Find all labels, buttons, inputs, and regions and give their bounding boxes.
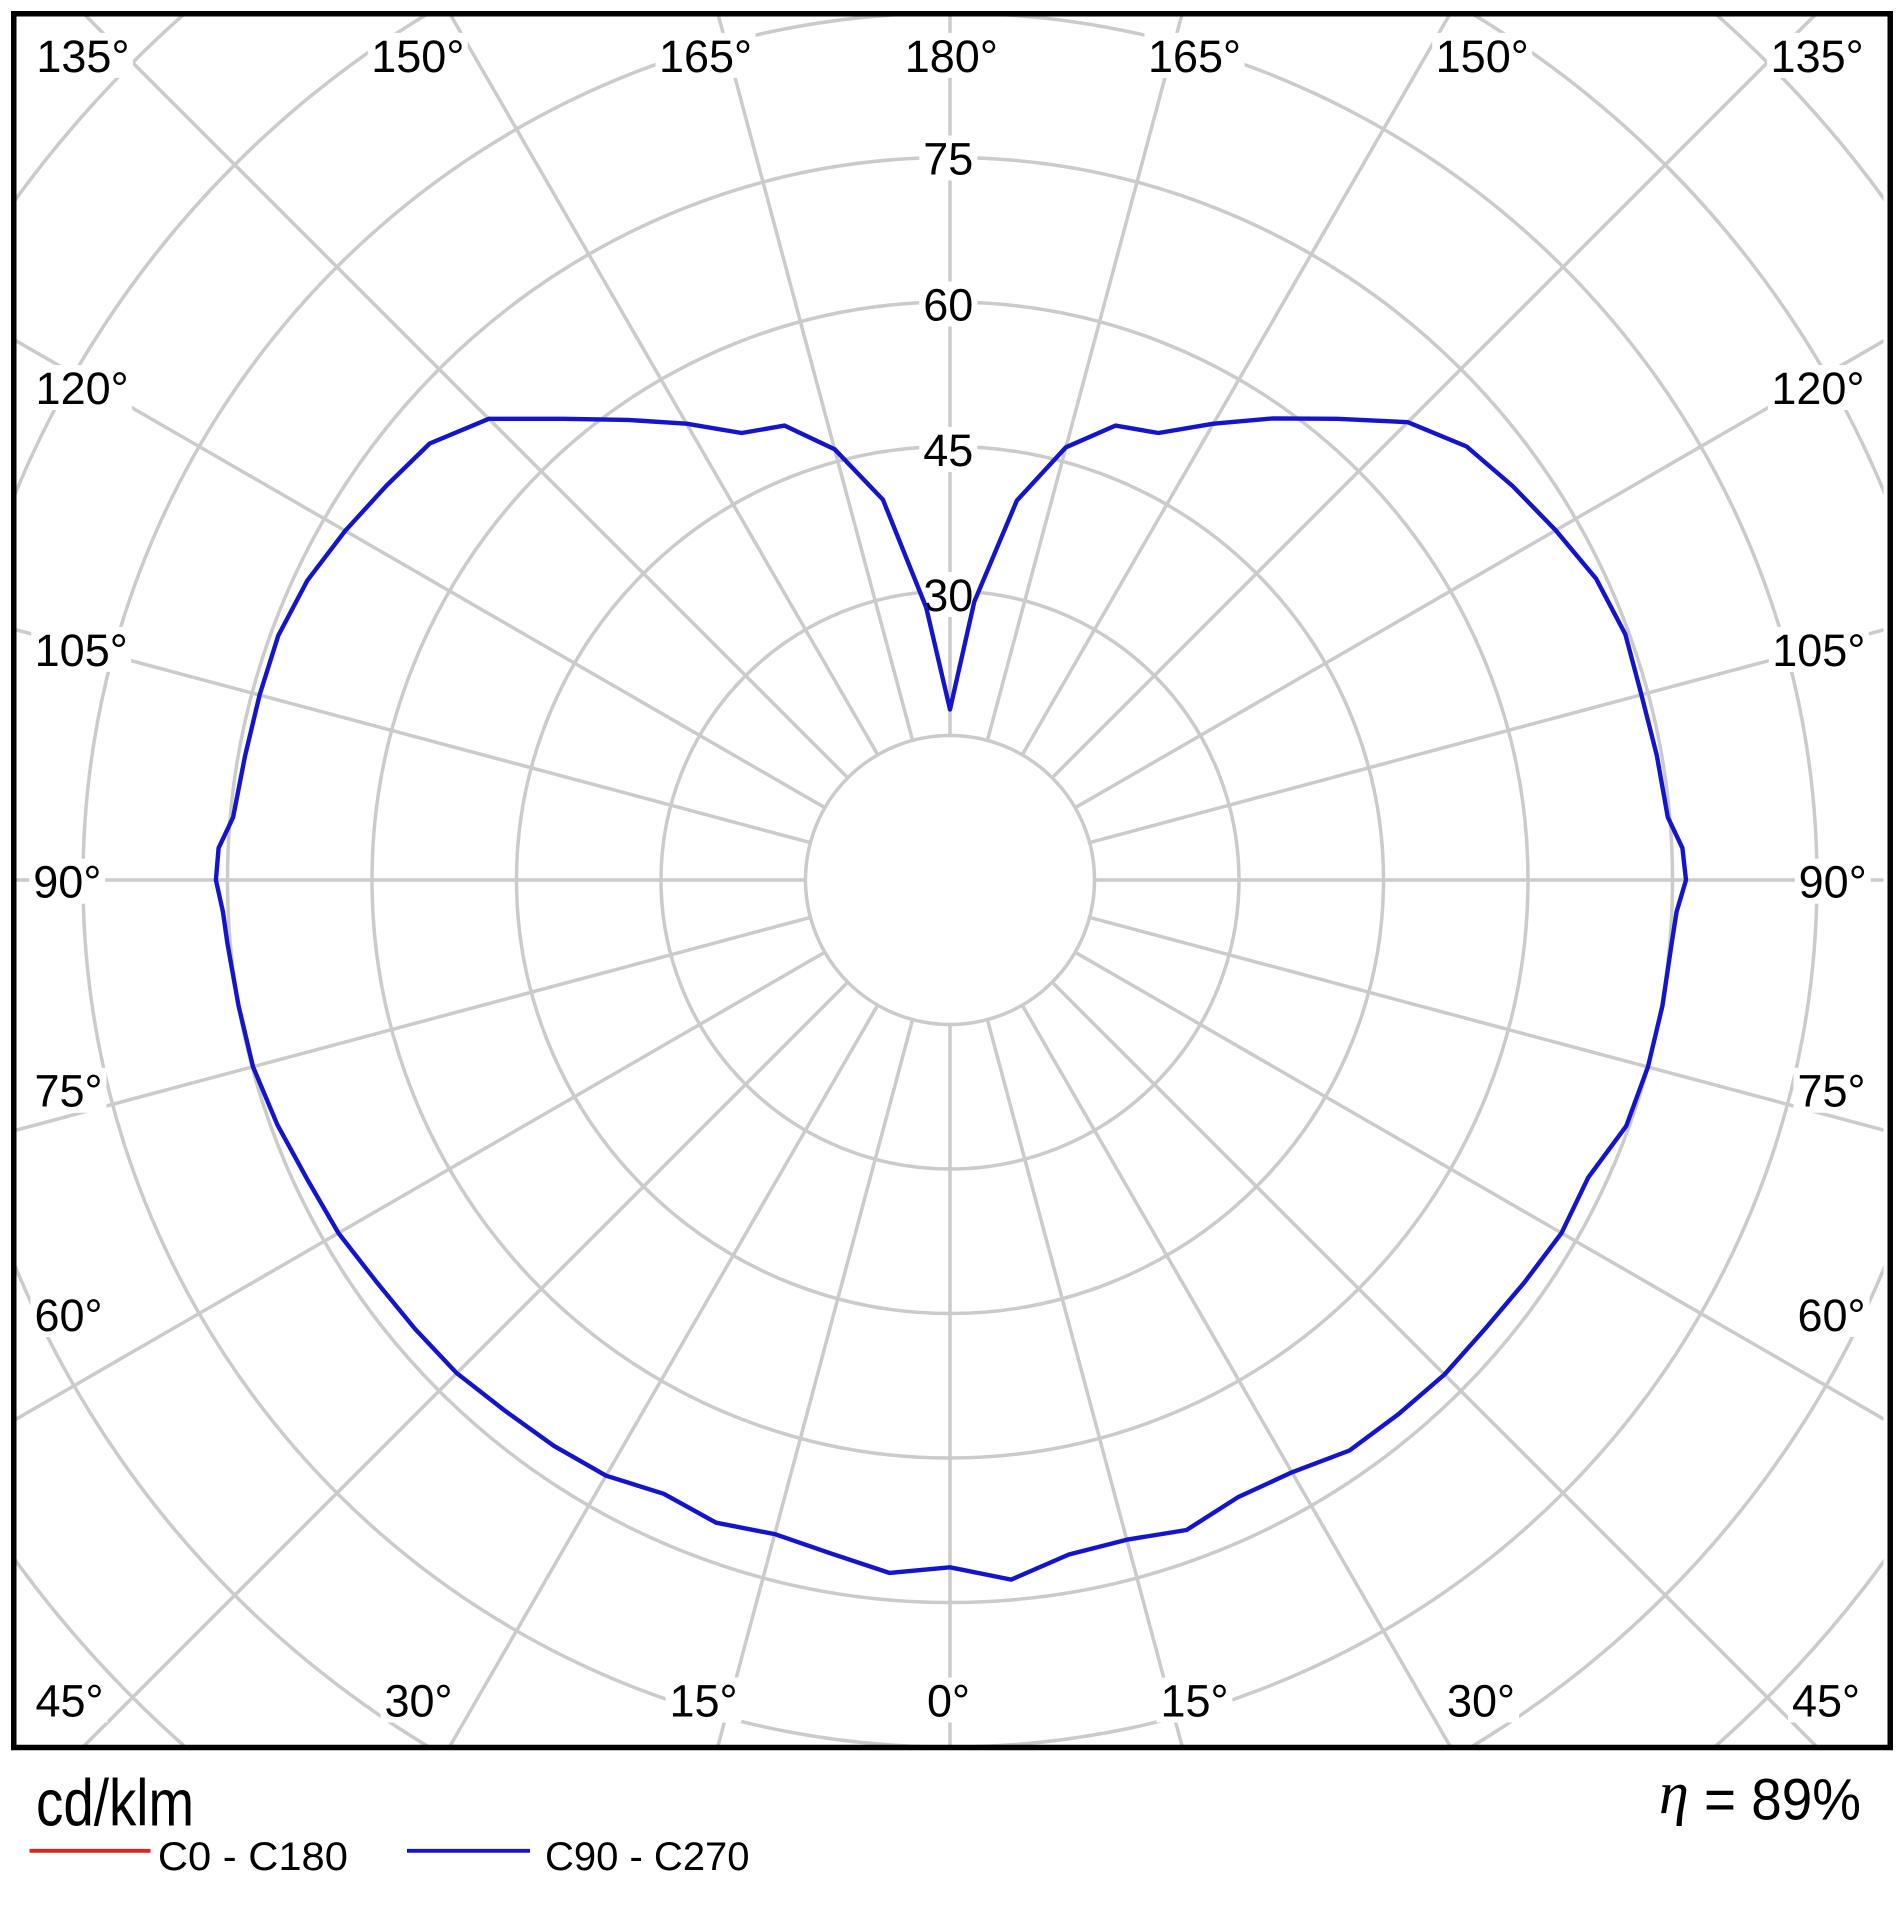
svg-text:C0 - C180: C0 - C180 bbox=[158, 1835, 348, 1879]
svg-text:30°: 30° bbox=[1447, 1675, 1515, 1726]
svg-text:45°: 45° bbox=[35, 1675, 103, 1726]
svg-text:15°: 15° bbox=[669, 1675, 737, 1726]
svg-text:105°: 105° bbox=[35, 625, 128, 676]
svg-text:165°: 165° bbox=[659, 31, 752, 82]
svg-text:90°: 90° bbox=[1799, 857, 1867, 908]
svg-text:150°: 150° bbox=[371, 31, 464, 82]
svg-text:0°: 0° bbox=[927, 1675, 970, 1726]
svg-text:120°: 120° bbox=[1771, 363, 1864, 414]
svg-text:C90 - C270: C90 - C270 bbox=[545, 1835, 750, 1879]
svg-text:135°: 135° bbox=[1771, 31, 1864, 82]
svg-text:75°: 75° bbox=[34, 1066, 102, 1117]
svg-text:η: η bbox=[1659, 1760, 1689, 1826]
svg-text:cd/klm: cd/klm bbox=[36, 1766, 194, 1840]
svg-text:60: 60 bbox=[923, 279, 973, 330]
svg-text:15°: 15° bbox=[1160, 1675, 1228, 1726]
svg-text:75°: 75° bbox=[1797, 1066, 1865, 1117]
svg-text:165°: 165° bbox=[1148, 31, 1241, 82]
svg-text:120°: 120° bbox=[36, 363, 129, 414]
svg-text:60°: 60° bbox=[1797, 1290, 1865, 1341]
svg-text:30: 30 bbox=[923, 570, 973, 621]
svg-text:180°: 180° bbox=[905, 31, 998, 82]
svg-text:30°: 30° bbox=[384, 1675, 452, 1726]
svg-text:45: 45 bbox=[923, 425, 973, 476]
svg-text:60°: 60° bbox=[34, 1290, 102, 1341]
svg-text:45°: 45° bbox=[1792, 1675, 1860, 1726]
svg-text:105°: 105° bbox=[1772, 625, 1865, 676]
svg-text:75: 75 bbox=[923, 133, 973, 184]
svg-text:= 89%: = 89% bbox=[1704, 1768, 1861, 1833]
svg-text:90°: 90° bbox=[33, 857, 101, 908]
svg-text:150°: 150° bbox=[1436, 31, 1529, 82]
svg-text:135°: 135° bbox=[36, 31, 129, 82]
